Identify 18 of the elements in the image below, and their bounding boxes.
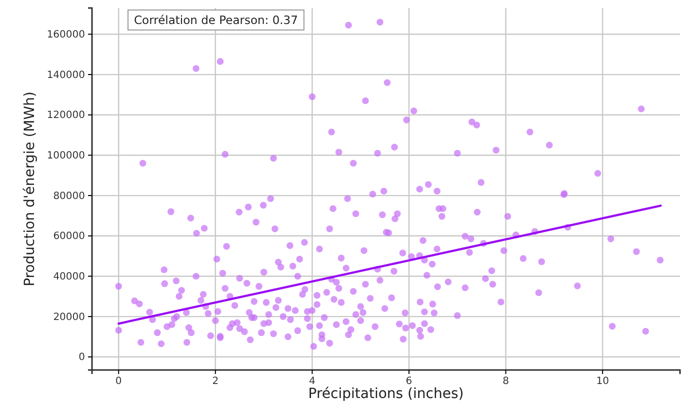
y-tick-label: 20000 xyxy=(53,312,85,323)
y-tick-label: 80000 xyxy=(53,190,85,202)
y-tick-label: 140000 xyxy=(46,70,85,81)
x-axis-title: Précipitations (inches) xyxy=(308,386,464,402)
y-tick-label: 0 xyxy=(78,352,85,364)
y-tick-label: 160000 xyxy=(46,29,85,40)
y-axis-title: Production d'énergie (MWh) xyxy=(22,92,38,286)
annotation: Corrélation de Pearson: 0.37 xyxy=(134,13,298,27)
x-tick-label: 0 xyxy=(115,376,122,388)
y-tick-label: 60000 xyxy=(53,231,85,242)
x-tick-label: 10 xyxy=(596,376,609,388)
x-tick-label: 8 xyxy=(502,376,509,388)
y-tick-label: 40000 xyxy=(53,271,85,282)
x-tick-label: 6 xyxy=(406,376,412,388)
x-tick-label: 4 xyxy=(309,376,316,388)
y-tick-label: 100000 xyxy=(46,150,85,162)
y-tick-label: 120000 xyxy=(46,110,85,122)
x-tick-label: 2 xyxy=(212,376,219,388)
